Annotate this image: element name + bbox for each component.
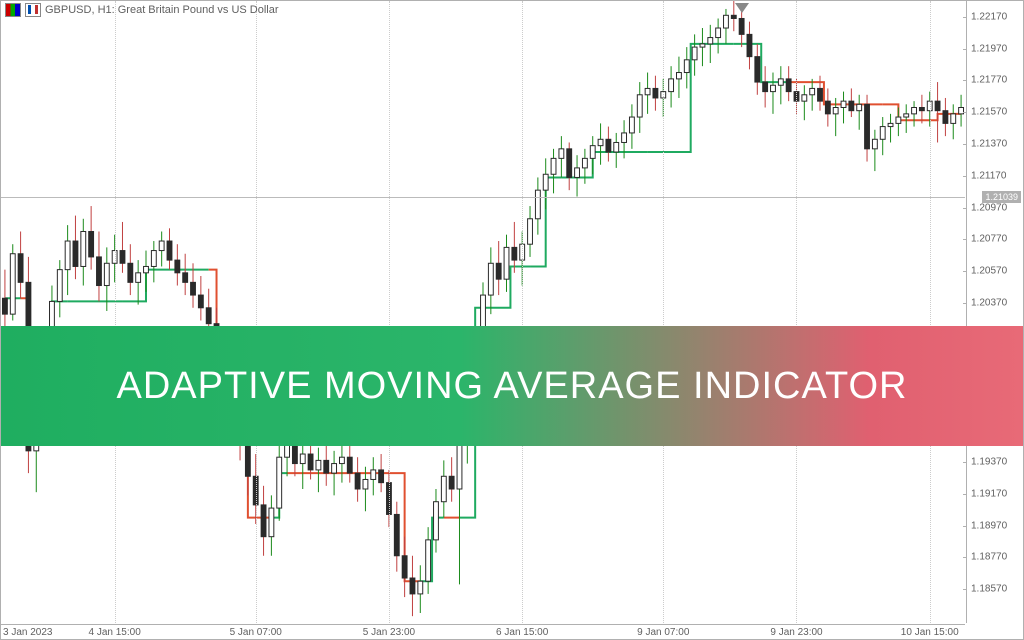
y-tick-label: 1.20370: [971, 298, 1007, 309]
y-tick-label: 1.18770: [971, 552, 1007, 563]
y-tick-label: 1.19370: [971, 456, 1007, 467]
ohlc-icon: [5, 3, 21, 17]
y-tick-label: 1.18570: [971, 584, 1007, 595]
signal-marker-down-icon: [735, 3, 749, 13]
banner-text: ADAPTIVE MOVING AVERAGE INDICATOR: [116, 365, 907, 408]
y-tick-label: 1.21570: [971, 107, 1007, 118]
y-tick-label: 1.22170: [971, 11, 1007, 22]
x-tick-label: 6 Jan 15:00: [496, 627, 548, 638]
chart-title-bar: GBPUSD, H1: Great Britain Pound vs US Do…: [5, 3, 279, 17]
x-tick-label: 4 Jan 15:00: [89, 627, 141, 638]
y-tick-label: 1.21970: [971, 43, 1007, 54]
y-tick-label: 1.18970: [971, 520, 1007, 531]
y-tick-label: 1.19170: [971, 488, 1007, 499]
candle-icon: [25, 3, 41, 17]
x-tick-label: 3 Jan 2023: [3, 627, 53, 638]
chart-title-text: GBPUSD, H1: Great Britain Pound vs US Do…: [45, 4, 279, 16]
plot-area[interactable]: [1, 1, 965, 623]
y-tick-label: 1.20970: [971, 202, 1007, 213]
y-tick-label: 1.20570: [971, 266, 1007, 277]
x-tick-label: 5 Jan 23:00: [363, 627, 415, 638]
y-tick-label: 1.20770: [971, 234, 1007, 245]
y-tick-label: 1.21170: [971, 170, 1006, 181]
y-tick-label: 1.21370: [971, 139, 1007, 150]
x-tick-label: 9 Jan 23:00: [770, 627, 822, 638]
x-tick-label: 10 Jan 15:00: [901, 627, 959, 638]
chart-window[interactable]: GBPUSD, H1: Great Britain Pound vs US Do…: [0, 0, 1024, 640]
y-tick-label: 1.21770: [971, 75, 1007, 86]
x-tick-label: 5 Jan 07:00: [230, 627, 282, 638]
x-axis: 3 Jan 2023 4 Jan 15:00 5 Jan 07:00 5 Jan 23…: [1, 624, 965, 639]
x-tick-label: 9 Jan 07:00: [637, 627, 689, 638]
current-price-flag: 1.21039: [982, 191, 1021, 203]
title-banner: ADAPTIVE MOVING AVERAGE INDICATOR: [1, 326, 1023, 446]
y-axis: 1.22170 1.21970 1.21770 1.21570 1.21370 1.211…: [966, 1, 1023, 623]
chart-svg: [1, 1, 965, 623]
